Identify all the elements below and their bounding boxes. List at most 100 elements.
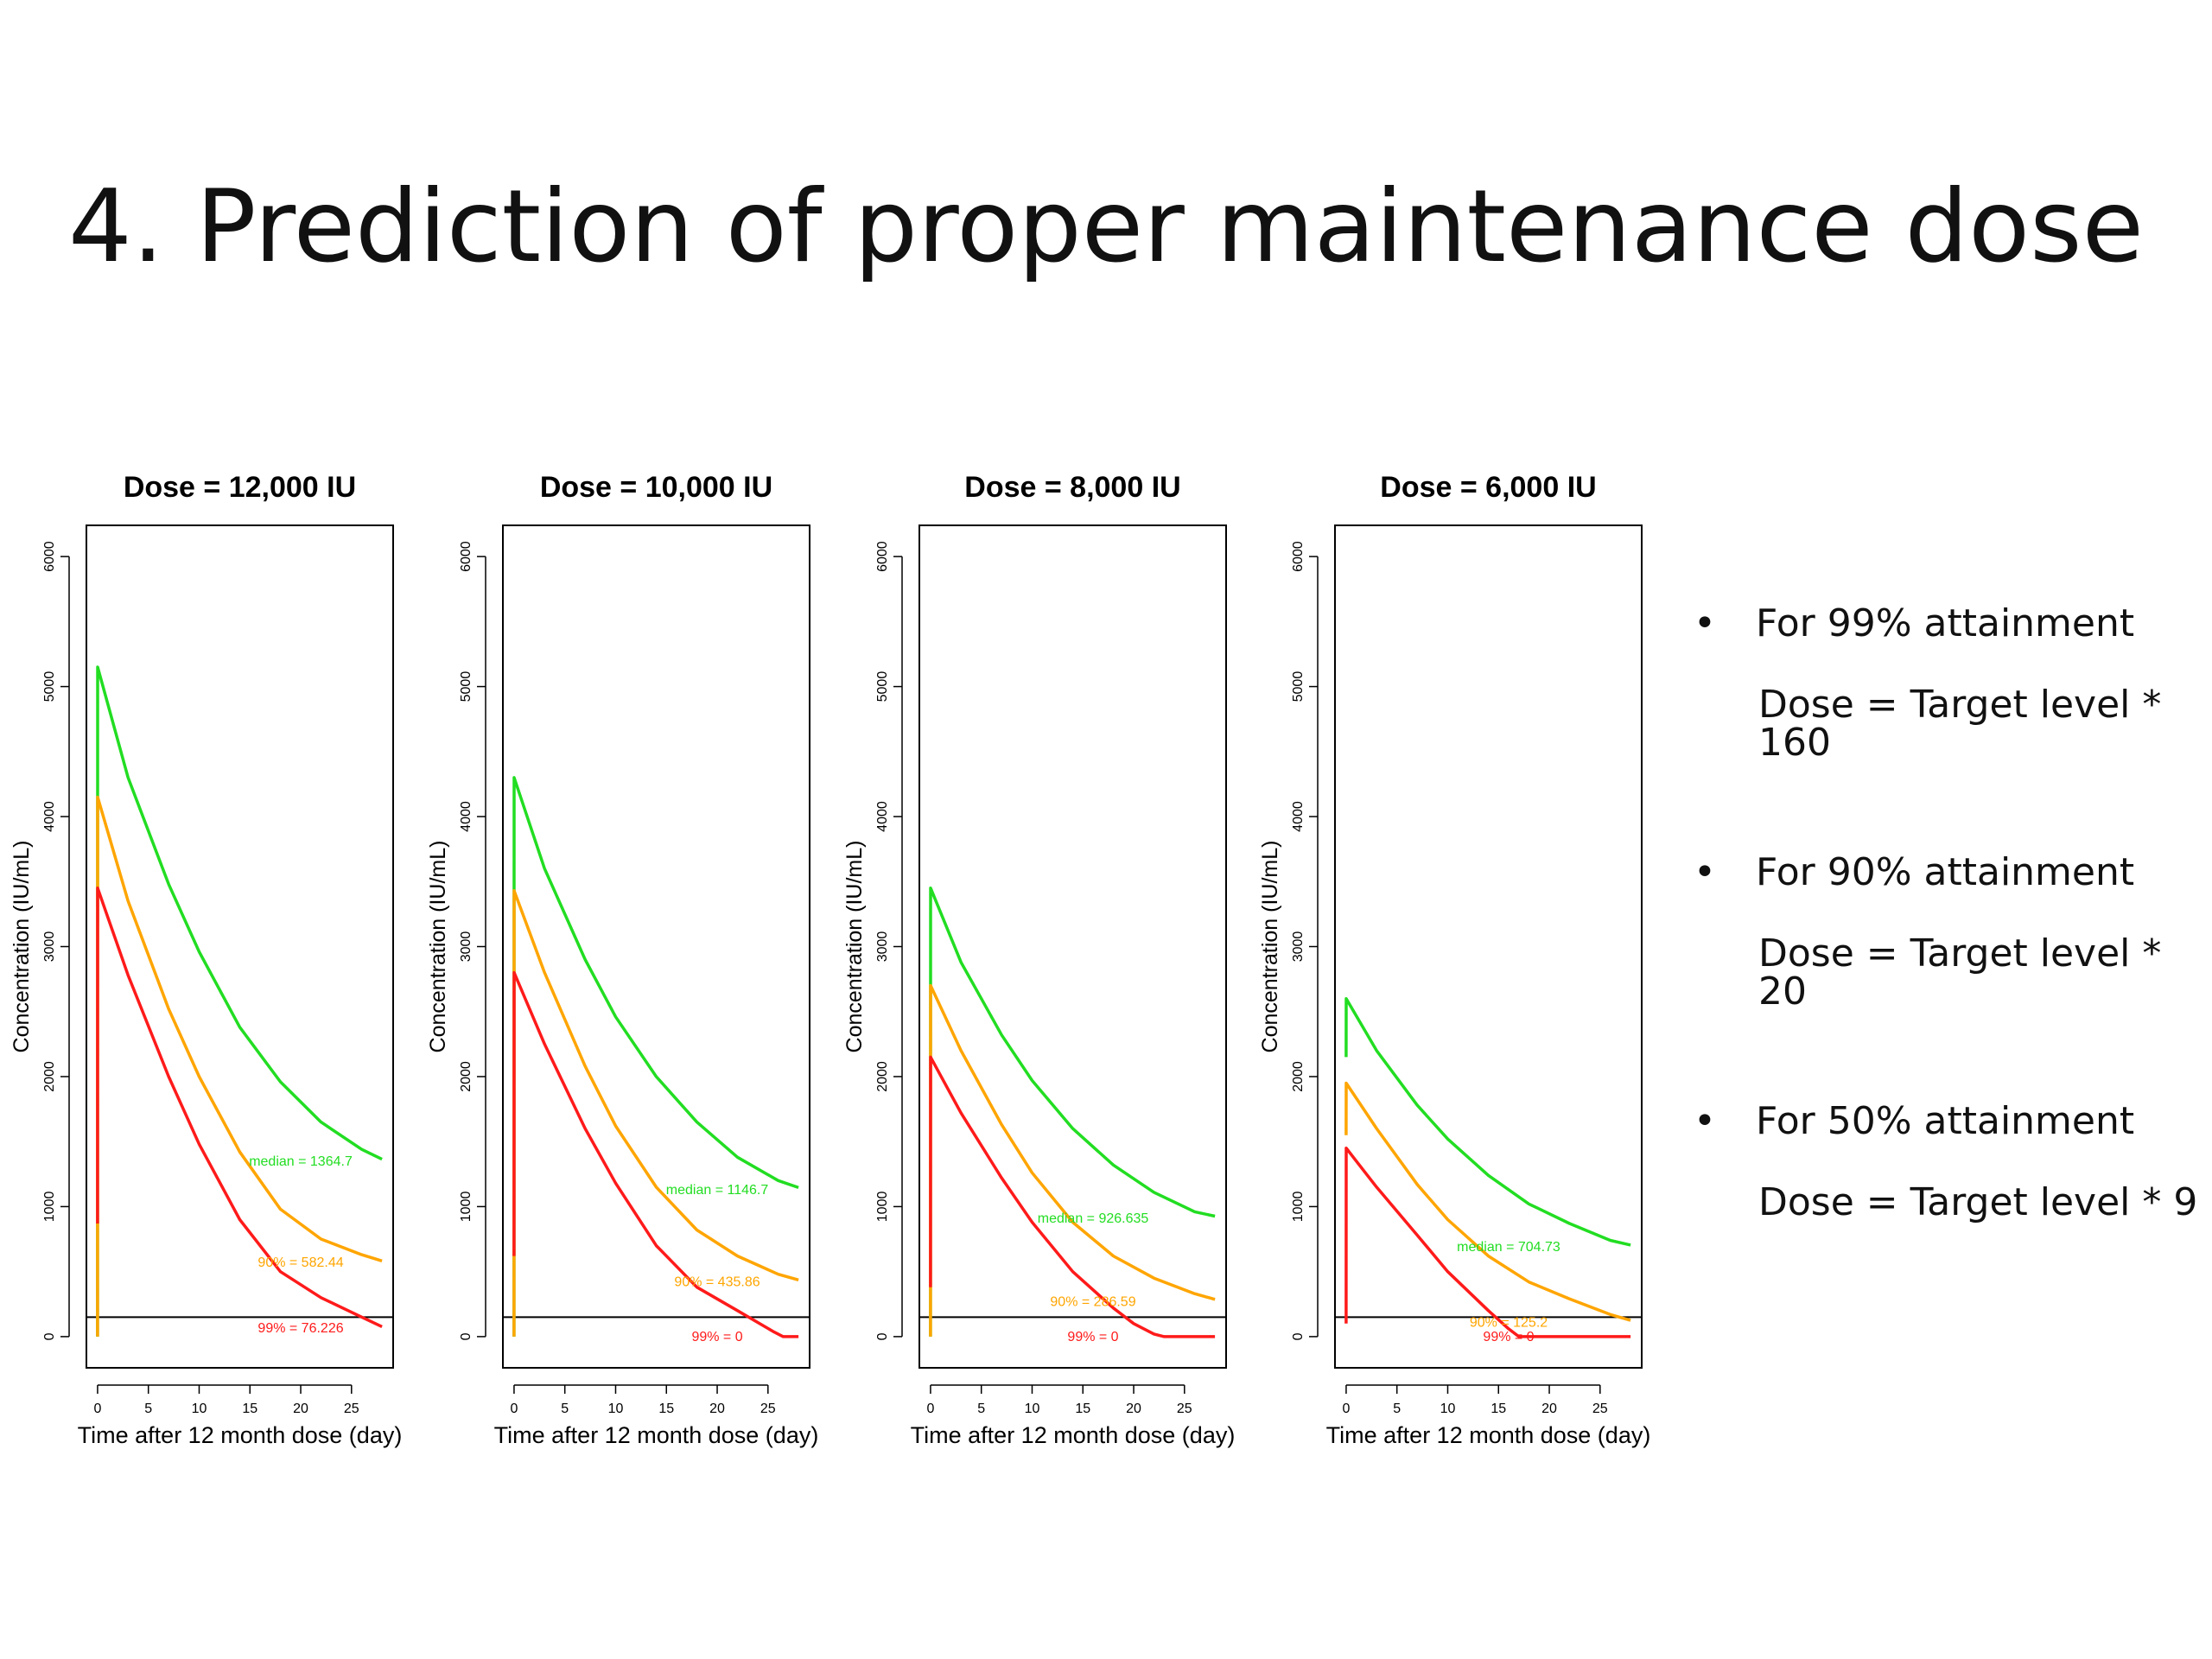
y-tick-label: 0 <box>42 1332 57 1340</box>
chart-title: Dose = 6,000 IU <box>1380 471 1596 504</box>
annotation-text: median = 926.635 <box>1038 1211 1149 1226</box>
annotation-text: 90% = 286.59 <box>1050 1294 1135 1309</box>
annotation-text: 90% = 125.2 <box>1470 1315 1548 1330</box>
bullet-label: For 90% attainment <box>1756 850 2135 894</box>
series-line-90pct <box>929 983 1216 1337</box>
x-tick-label: 15 <box>242 1402 257 1416</box>
y-tick-label: 4000 <box>875 801 890 832</box>
bullet-marker: • <box>1694 1099 1716 1143</box>
x-tick-label: 20 <box>709 1402 725 1416</box>
y-tick-label: 3000 <box>42 931 57 963</box>
series-line-median <box>512 776 799 1337</box>
annotation-text: 99% = 0 <box>1067 1330 1118 1344</box>
y-tick-label: 2000 <box>875 1061 890 1092</box>
x-tick-label: 0 <box>93 1402 101 1416</box>
x-tick-label: 10 <box>608 1402 624 1416</box>
x-tick-label: 10 <box>1025 1402 1040 1416</box>
y-tick-label: 1000 <box>459 1192 474 1223</box>
series-line-90pct <box>96 795 383 1337</box>
bullet-label: For 99% attainment <box>1756 601 2135 645</box>
annotation-text: 99% = 76.226 <box>257 1321 343 1336</box>
y-tick-label: 6000 <box>875 541 890 572</box>
x-tick-label: 0 <box>510 1402 518 1416</box>
x-tick-label: 10 <box>192 1402 207 1416</box>
x-axis-label: Time after 12 month dose (day) <box>494 1422 819 1448</box>
bullet-label: For 50% attainment <box>1756 1099 2135 1143</box>
slide-title: 4. Prediction of proper maintenance dose <box>68 168 2144 285</box>
plot-frame <box>86 524 394 1369</box>
y-tick-label: 5000 <box>459 671 474 702</box>
x-tick-label: 5 <box>1393 1402 1401 1416</box>
bullet-text: • For 50% attainment <box>1694 1103 2203 1141</box>
bullet-list: • For 99% attainment Dose = Target level… <box>1694 605 2203 1351</box>
series-line-median <box>929 887 1216 1337</box>
annotation-text: 99% = 0 <box>691 1330 742 1344</box>
y-axis-label: Concentration (IU/mL) <box>1258 841 1282 1053</box>
series-line-90pct <box>512 889 799 1337</box>
annotation-text: median = 1146.7 <box>666 1183 769 1198</box>
x-tick-label: 10 <box>1440 1402 1456 1416</box>
y-tick-label: 6000 <box>459 541 474 572</box>
bullet-formula: Dose = Target level * 20 <box>1758 931 2162 1014</box>
x-tick-label: 25 <box>760 1402 776 1416</box>
x-tick-label: 25 <box>1592 1402 1608 1416</box>
y-tick-label: 1000 <box>42 1192 57 1223</box>
annotation-text: median = 1364.7 <box>249 1154 353 1169</box>
y-tick-label: 4000 <box>42 801 57 832</box>
annotation-text: 90% = 435.86 <box>674 1275 760 1290</box>
y-tick-label: 6000 <box>1291 541 1306 572</box>
y-tick-label: 2000 <box>42 1061 57 1092</box>
x-tick-label: 0 <box>926 1402 934 1416</box>
bullet-item: • For 90% attainment Dose = Target level… <box>1694 854 2203 1103</box>
x-axis-label: Time after 12 month dose (day) <box>78 1422 403 1448</box>
x-tick-label: 15 <box>658 1402 674 1416</box>
y-axis-label: Concentration (IU/mL) <box>10 841 34 1053</box>
plot-frame <box>1334 524 1643 1369</box>
y-tick-label: 1000 <box>875 1192 890 1223</box>
annotation-text: 90% = 582.44 <box>257 1255 343 1270</box>
x-tick-label: 5 <box>561 1402 569 1416</box>
x-axis-label: Time after 12 month dose (day) <box>1326 1422 1651 1448</box>
bullet-formula: Dose = Target level * 9 <box>1758 1180 2198 1224</box>
chart-title: Dose = 8,000 IU <box>964 471 1180 504</box>
y-tick-label: 4000 <box>1291 801 1306 832</box>
series-line-median <box>96 665 383 1337</box>
y-tick-label: 5000 <box>1291 671 1306 702</box>
x-tick-label: 20 <box>293 1402 308 1416</box>
bullet-text: • For 90% attainment <box>1694 854 2203 892</box>
series-line-99pct <box>929 1055 1216 1338</box>
x-tick-label: 25 <box>344 1402 359 1416</box>
y-tick-label: 6000 <box>42 541 57 572</box>
y-tick-label: 2000 <box>459 1061 474 1092</box>
bullet-marker: • <box>1694 850 1716 894</box>
chart-title: Dose = 10,000 IU <box>540 471 772 504</box>
x-axis-label: Time after 12 month dose (day) <box>911 1422 1236 1448</box>
series-line-median <box>1344 996 1631 1247</box>
x-tick-label: 20 <box>1541 1402 1557 1416</box>
chart-title: Dose = 12,000 IU <box>124 471 356 504</box>
bullet-item: • For 99% attainment Dose = Target level… <box>1694 605 2203 854</box>
bullet-marker: • <box>1694 601 1716 645</box>
y-tick-label: 3000 <box>875 931 890 963</box>
x-tick-label: 20 <box>1126 1402 1141 1416</box>
y-tick-label: 0 <box>875 1332 890 1340</box>
x-tick-label: 15 <box>1075 1402 1090 1416</box>
y-tick-label: 5000 <box>875 671 890 702</box>
x-tick-label: 5 <box>977 1402 985 1416</box>
x-tick-label: 25 <box>1177 1402 1192 1416</box>
series-line-99pct <box>1344 1146 1631 1338</box>
series-line-99pct <box>96 887 383 1328</box>
bullet-text: • For 99% attainment <box>1694 605 2203 643</box>
x-tick-label: 15 <box>1491 1402 1506 1416</box>
y-tick-label: 4000 <box>459 801 474 832</box>
plot-frame <box>918 524 1227 1369</box>
x-tick-label: 0 <box>1342 1402 1350 1416</box>
y-tick-label: 3000 <box>459 931 474 963</box>
y-tick-label: 0 <box>1291 1332 1306 1340</box>
annotation-text: 99% = 0 <box>1483 1330 1534 1344</box>
y-tick-label: 5000 <box>42 671 57 702</box>
bullet-item: • For 50% attainment Dose = Target level… <box>1694 1103 2203 1351</box>
y-tick-label: 1000 <box>1291 1192 1306 1223</box>
y-tick-label: 2000 <box>1291 1061 1306 1092</box>
